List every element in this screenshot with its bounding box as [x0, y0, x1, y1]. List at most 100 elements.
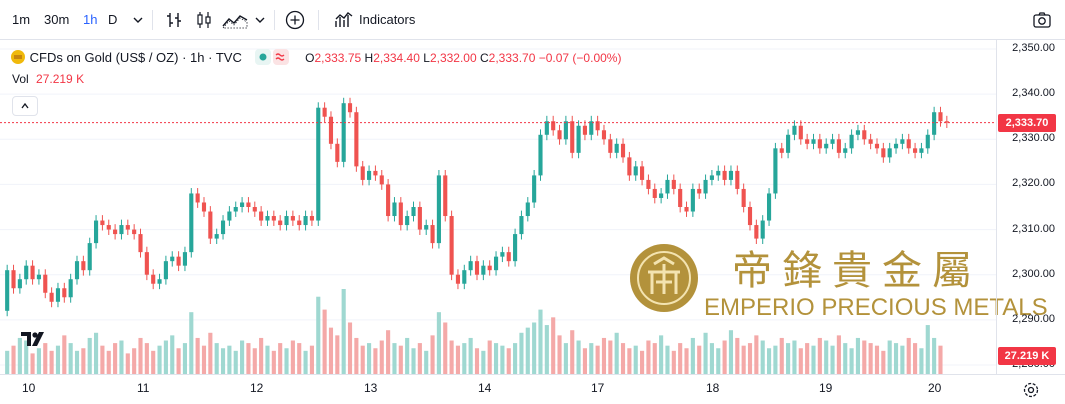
candle-body [532, 175, 537, 203]
candle-body [290, 216, 295, 221]
candle-body [417, 207, 422, 230]
indicators-icon[interactable] [334, 10, 354, 30]
volume-bar [595, 345, 600, 374]
interval-30m[interactable]: 30m [44, 12, 70, 27]
candle-body [24, 265, 29, 280]
volume-bar [335, 335, 340, 374]
volume-bar [417, 343, 422, 374]
candle-body [773, 148, 778, 194]
volume-bar [62, 335, 67, 374]
interval-d[interactable]: D [108, 12, 118, 27]
time-tick: 11 [137, 381, 150, 395]
volume-bar [398, 345, 403, 374]
time-tick: 19 [819, 381, 833, 395]
volume-bar [932, 337, 937, 374]
price-tick-label: 2,300.00 [1012, 267, 1055, 280]
candle-body [671, 179, 676, 189]
candle-style-icon[interactable] [194, 10, 214, 30]
candle-body [252, 207, 257, 212]
price-tick-label: 2,340.00 [1012, 87, 1055, 100]
volume-bar [519, 332, 524, 374]
candle-body [43, 274, 48, 293]
volume-bar [11, 345, 16, 374]
volume-bar [87, 337, 92, 374]
time-tick: 13 [364, 381, 378, 395]
chevron-down-icon[interactable] [250, 10, 270, 30]
volume-bar [735, 337, 740, 374]
area-style-icon[interactable] [222, 10, 248, 30]
candle-body [373, 170, 378, 176]
time-tick: 18 [706, 381, 720, 395]
candle-body [379, 175, 384, 185]
candle-body [481, 265, 486, 275]
interval-1h[interactable]: 1h [83, 12, 98, 27]
add-compare-icon[interactable] [285, 10, 305, 30]
volume-bar [405, 337, 410, 374]
candle-body [87, 243, 92, 271]
volume-bar [506, 348, 511, 374]
candle-body [81, 261, 86, 271]
volume-bar [678, 343, 683, 374]
candle-body [513, 234, 518, 262]
market-status-icon[interactable] [255, 49, 290, 65]
candle-body [303, 216, 308, 226]
volume-series [5, 289, 943, 374]
volume-bar [881, 350, 886, 374]
candle-body [55, 288, 61, 302]
bar-style-icon[interactable] [164, 10, 184, 30]
top-toolbar: 1m 30m 1h D Indicators [0, 0, 1065, 40]
candle-body [474, 261, 480, 275]
watermark-english: EMPERIO PRECIOUS METALS [704, 294, 1048, 321]
camera-icon[interactable] [1032, 10, 1052, 30]
volume-bar [716, 348, 721, 374]
volume-tag: 27.219 K [998, 347, 1056, 365]
chevron-down-icon[interactable] [128, 10, 148, 30]
time-tick: 10 [22, 381, 36, 395]
candle-body [519, 216, 524, 235]
volume-bar [563, 343, 568, 374]
indicators-button[interactable]: Indicators [359, 12, 416, 27]
candle-body [157, 279, 162, 284]
candle-body [544, 121, 549, 135]
close-label: C [480, 51, 489, 65]
close-value: 2,333.70 [488, 51, 536, 65]
candle-body [328, 116, 334, 144]
collapse-legend-button[interactable] [12, 96, 38, 116]
volume-bar [43, 343, 48, 374]
candle-body [278, 220, 283, 226]
volume-bar [614, 332, 619, 374]
volume-bar [811, 345, 816, 374]
time-axis[interactable]: 10 11 12 13 14 17 18 19 20 [0, 374, 1065, 404]
candle-body [227, 211, 232, 221]
candle-body [716, 170, 721, 176]
gear-icon[interactable] [1022, 381, 1040, 399]
volume-bar [195, 337, 200, 374]
candle-body [322, 107, 327, 117]
volume-label: Vol [12, 72, 29, 86]
candle-body [766, 193, 772, 221]
candle-body [316, 107, 321, 221]
volume-bar [252, 348, 257, 374]
candle-body [100, 220, 105, 226]
volume-bar [862, 340, 867, 374]
volume-bar [360, 345, 365, 374]
high-label: H [364, 51, 374, 65]
candle-body [735, 170, 740, 189]
candle-body [798, 125, 803, 140]
candle-body [614, 143, 619, 153]
candle-body [265, 216, 270, 221]
volume-bar [68, 343, 73, 374]
candle-body [17, 279, 22, 289]
candle-body [119, 225, 124, 235]
volume-bar [843, 343, 848, 374]
time-tick: 14 [478, 381, 492, 395]
tradingview-logo-icon[interactable] [20, 330, 48, 348]
candle-body [640, 166, 645, 180]
volume-bar [354, 337, 359, 374]
volume-bar [214, 343, 219, 374]
candle-body [30, 265, 35, 280]
interval-1m[interactable]: 1m [12, 12, 31, 27]
symbol-name[interactable]: CFDs on Gold (US$ / OZ) [29, 50, 179, 65]
candle-body [68, 279, 73, 298]
